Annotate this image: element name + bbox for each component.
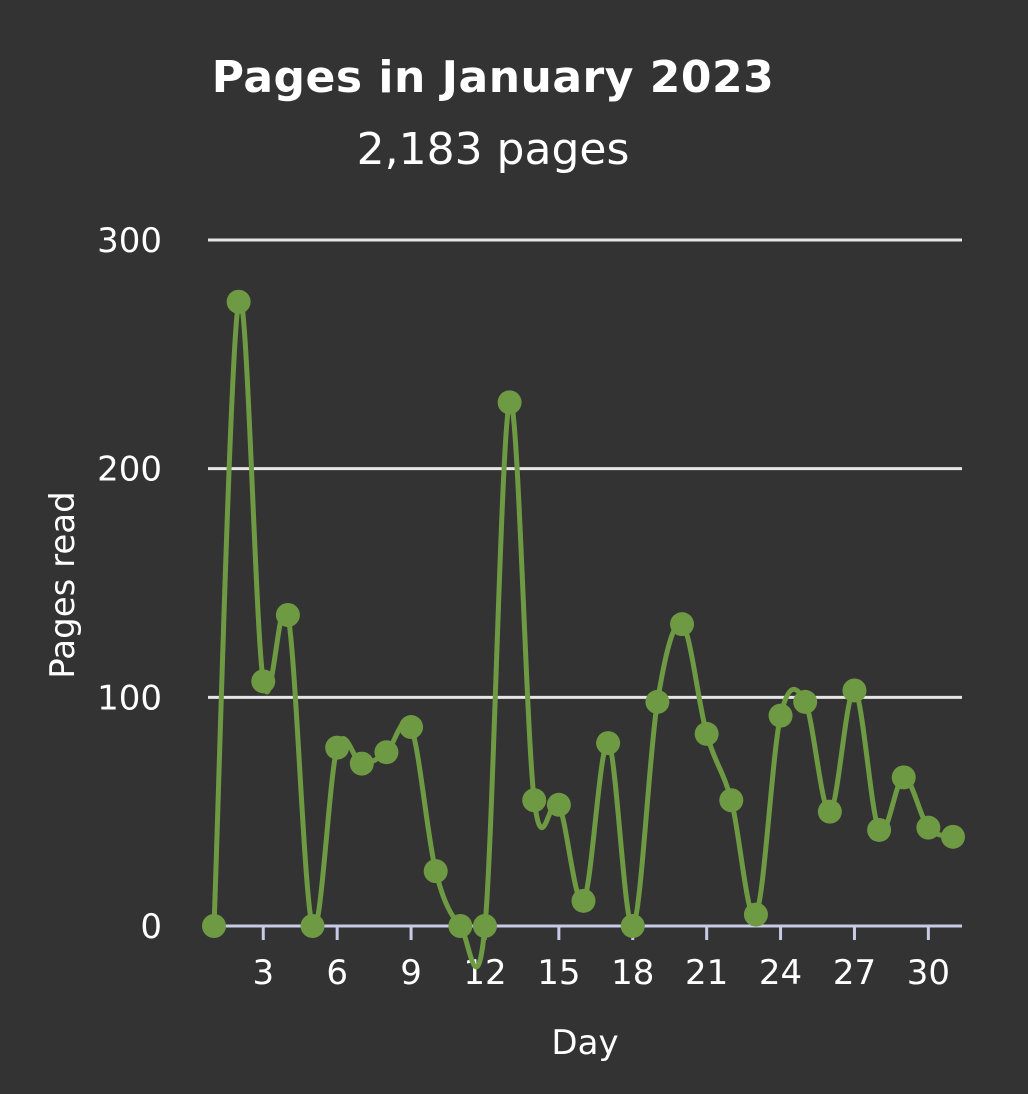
x-tick-label: 18 [611,953,654,993]
x-tick-label: 15 [537,953,580,993]
y-tick-label: 0 [140,907,162,947]
x-tick-label: 6 [326,953,348,993]
x-tick-label: 27 [833,953,876,993]
data-point-day-28 [867,817,892,842]
data-point-day-17 [596,731,621,756]
y-tick-label: 300 [97,221,162,261]
data-point-day-5 [300,914,325,938]
data-point-day-4 [275,603,300,628]
x-tick-label: 3 [252,953,274,993]
grid-lines [208,238,962,699]
data-point-day-10 [423,859,448,884]
data-point-day-31 [941,824,965,849]
y-tick-label: 100 [97,678,162,718]
x-tick-label: 24 [759,953,802,993]
data-point-day-15 [546,792,571,817]
data-point-day-2 [226,289,251,314]
data-point-day-1 [202,914,226,938]
x-axis-title: Day [551,1023,618,1063]
data-point-day-19 [645,689,670,714]
data-point-day-26 [817,799,842,824]
y-tick-label: 200 [97,450,162,490]
data-point-day-7 [349,751,374,776]
data-point-day-22 [719,788,744,813]
data-point-day-12 [472,914,497,938]
y-axis-tick-labels: 0 100 200 300 [97,221,162,947]
x-tick-label: 30 [907,953,950,993]
data-point-day-9 [399,715,424,740]
x-tick-label: 9 [400,953,422,993]
x-tick-label: 21 [685,953,728,993]
series-line [211,296,954,970]
data-point-day-14 [522,788,547,813]
y-axis-title: Pages read [43,491,83,678]
data-point-day-25 [793,689,818,714]
x-axis-tick-labels: 3 6 9 12 15 18 21 24 27 30 [252,953,950,993]
data-point-day-29 [891,765,916,790]
data-point-day-24 [768,703,793,728]
data-point-day-27 [842,678,867,703]
data-point-day-21 [694,721,719,746]
data-point-day-16 [571,888,596,913]
data-point-day-8 [374,740,399,765]
data-point-day-6 [325,735,350,760]
data-point-day-20 [670,612,695,637]
data-point-day-18 [620,914,645,938]
data-point-day-11 [448,914,473,938]
data-point-day-3 [251,669,276,694]
chart-title: Pages in January 2023 [211,52,775,103]
data-point-day-30 [916,815,941,840]
data-point-day-23 [743,902,768,927]
chart-subtitle: 2,183 pages [356,124,630,175]
series-pages-read [202,289,965,970]
data-point-day-13 [497,390,522,415]
